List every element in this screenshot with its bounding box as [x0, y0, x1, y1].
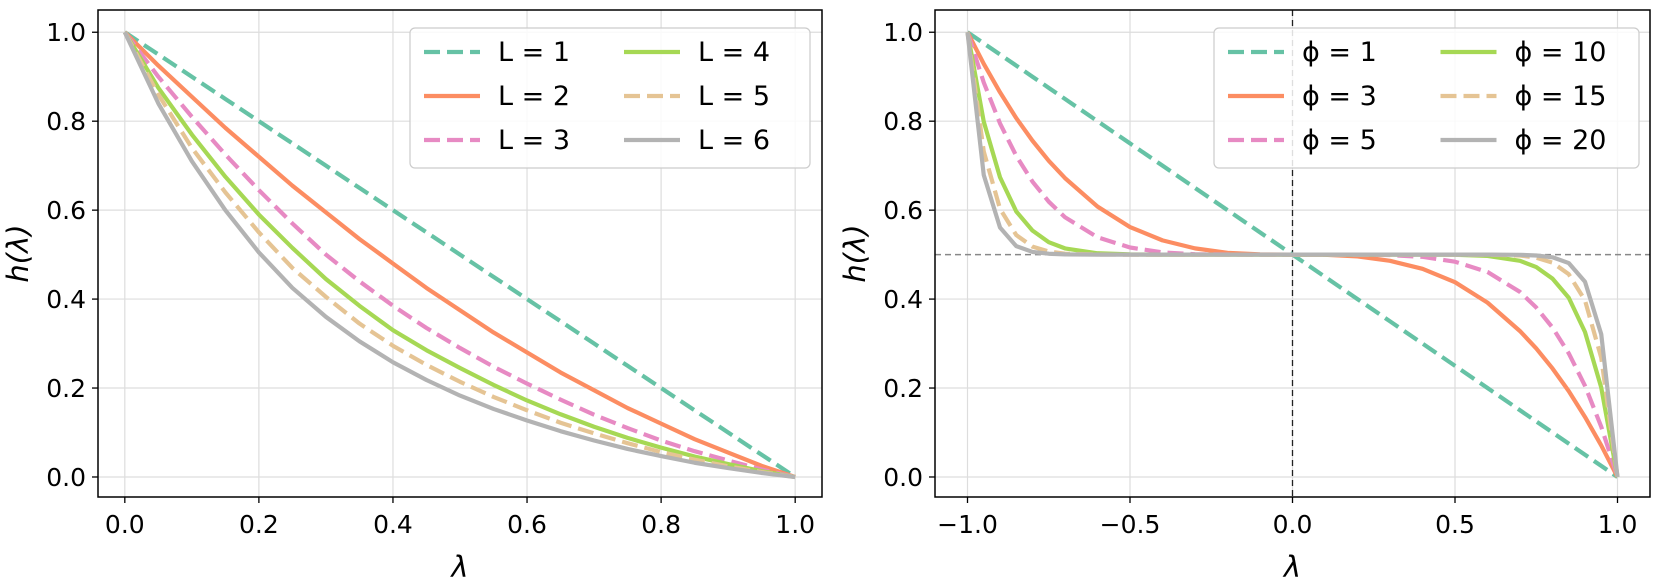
chart-panel-left: 0.0 0.2 0.4 0.6 0.8 1.0 0.0 0.2 0.4 0.6 0.8 1.0 λ h(λ…	[1, 9, 823, 584]
x-tick-label: 1.0	[775, 510, 815, 539]
y-tick-label: 0.4	[46, 285, 86, 314]
chart-panel-right: −1.0 −0.5 0.0 0.5 1.0 0.0 0.2 0.4 0.6 0.8 1.0 λ h(λ)…	[838, 9, 1651, 584]
x-tick-label: 0.2	[239, 510, 279, 539]
series-line-3	[123, 30, 796, 480]
y-tick-label: 0.0	[883, 463, 923, 492]
legend-label-1: ϕ = 1	[1302, 37, 1377, 68]
x-tick-label: 0.4	[373, 510, 413, 539]
x-axis-label: λ	[1282, 550, 1301, 584]
series-line-6	[122, 31, 796, 480]
y-tick-label: 0.0	[46, 463, 86, 492]
x-axis-label: λ	[449, 550, 468, 584]
series-line-5	[122, 31, 796, 480]
series-line-6	[965, 32, 1620, 478]
x-tick-label: −1.0	[937, 510, 998, 539]
legend-label-6: L = 6	[698, 125, 770, 156]
legend-label-5: L = 5	[698, 81, 770, 112]
y-axis-label: h(λ)	[1, 224, 35, 282]
axes-frame	[97, 9, 823, 498]
x-tick-label: 0.8	[641, 510, 681, 539]
y-tick-label: 0.6	[46, 196, 86, 225]
legend-label-4: L = 4	[698, 37, 770, 68]
y-axis-label: h(λ)	[838, 224, 872, 282]
legend: ϕ = 1 ϕ = 3 ϕ = 5 ϕ = 10 ϕ = 15 ϕ = 20	[1213, 27, 1640, 169]
legend-label-2: ϕ = 3	[1302, 81, 1377, 112]
x-tick-label: 1.0	[1598, 510, 1638, 539]
legend: L = 1 L = 2 L = 3 L = 4 L = 5 L = 6	[409, 27, 811, 169]
x-tick-label: 0.0	[105, 510, 145, 539]
x-tick-label: −0.5	[1100, 510, 1161, 539]
y-tick-label: 1.0	[46, 18, 86, 47]
x-tick-label: 0.6	[507, 510, 547, 539]
x-tick-label: 0.5	[1435, 510, 1475, 539]
legend-label-5: ϕ = 15	[1515, 81, 1607, 112]
legend-label-6: ϕ = 20	[1515, 125, 1607, 156]
y-tick-label: 0.2	[883, 374, 923, 403]
y-tick-label: 0.8	[46, 107, 86, 136]
x-tick-label: 0.0	[1273, 510, 1313, 539]
y-tick-label: 0.8	[883, 107, 923, 136]
legend-box	[409, 27, 811, 169]
series-line-2	[123, 30, 796, 479]
y-tick-label: 0.2	[46, 374, 86, 403]
legend-box	[1213, 27, 1640, 169]
legend-label-1: L = 1	[498, 37, 570, 68]
y-tick-label: 0.6	[883, 196, 923, 225]
legend-label-4: ϕ = 10	[1515, 37, 1607, 68]
legend-label-3: ϕ = 5	[1302, 125, 1377, 156]
y-tick-label: 0.4	[883, 285, 923, 314]
series-line-4	[123, 31, 796, 480]
legend-label-2: L = 2	[498, 81, 570, 112]
legend-label-3: L = 3	[498, 125, 570, 156]
y-tick-label: 1.0	[883, 18, 923, 47]
series-line-1	[123, 30, 797, 479]
